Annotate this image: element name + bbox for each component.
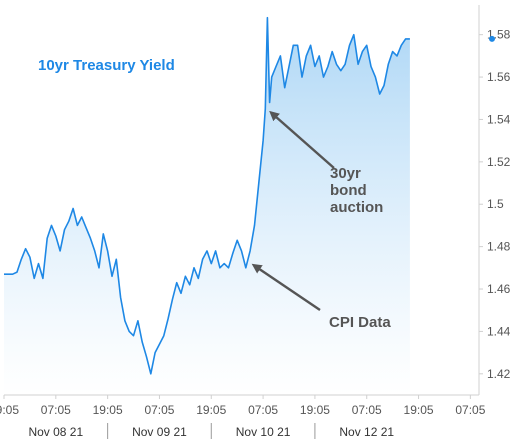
date-label: Nov 12 21 <box>339 425 394 439</box>
x-tick-label: 07:05 <box>352 403 382 417</box>
x-tick-label: 07:05 <box>455 403 485 417</box>
y-tick-label: 1.44 <box>487 324 511 338</box>
x-tick-label: 19:05 <box>300 403 330 417</box>
last-value-marker <box>489 35 495 42</box>
yield-line <box>4 16 410 375</box>
annotation-cpi-data: CPI Data <box>329 314 391 331</box>
date-label: Nov 09 21 <box>132 425 187 439</box>
date-label: Nov 08 21 <box>28 425 83 439</box>
y-tick-label: 1.48 <box>487 240 511 254</box>
y-tick-label: 1.46 <box>487 282 511 296</box>
axes-layer: 1.421.441.461.481.51.521.541.561.5819:05… <box>0 5 511 439</box>
annotation-arrow <box>251 263 321 311</box>
annotation-bond-auction: 30yr bond auction <box>330 165 383 216</box>
yield-area <box>4 17 410 395</box>
y-tick-label: 1.42 <box>487 367 511 381</box>
date-label: Nov 10 21 <box>236 425 291 439</box>
y-tick-label: 1.54 <box>487 112 511 126</box>
x-tick-label: 19:05 <box>196 403 226 417</box>
x-tick-label: 19:05 <box>93 403 123 417</box>
area-fill-layer <box>4 17 410 395</box>
x-tick-label: 19:05 <box>404 403 434 417</box>
line-layer <box>4 16 410 375</box>
annotations-layer: 30yr bond auction CPI Data <box>251 110 391 331</box>
x-tick-label: 07:05 <box>41 403 71 417</box>
x-tick-label: 07:05 <box>144 403 174 417</box>
x-tick-label: 19:05 <box>0 403 19 417</box>
y-tick-label: 1.5 <box>487 197 504 211</box>
chart-title: 10yr Treasury Yield <box>38 57 175 74</box>
y-tick-label: 1.56 <box>487 70 511 84</box>
y-tick-label: 1.52 <box>487 155 511 169</box>
x-tick-label: 07:05 <box>248 403 278 417</box>
annotation-arrow <box>269 110 335 169</box>
